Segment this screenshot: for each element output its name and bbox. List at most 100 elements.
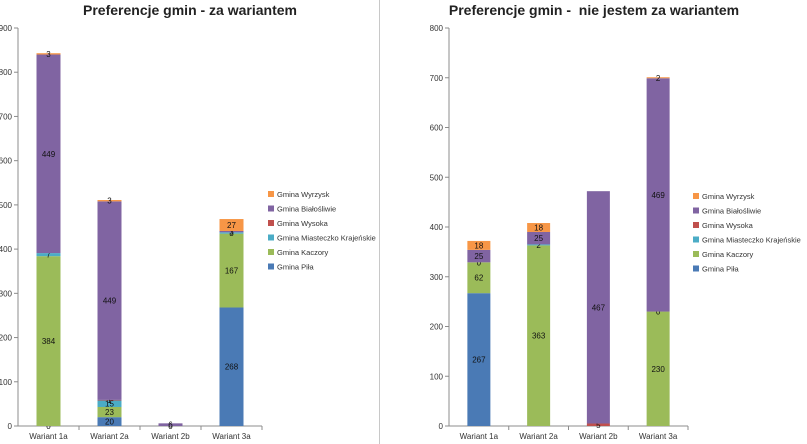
data-label: 23 [105, 408, 114, 417]
data-label: 0 [477, 258, 482, 267]
bar-segment [467, 249, 491, 263]
data-label: 5 [596, 421, 601, 430]
data-label: 0 [168, 422, 173, 431]
legend-swatch [268, 205, 274, 212]
y-tick-label: 700 [0, 112, 13, 121]
legend-swatch [693, 222, 699, 228]
legend-label: Gmina Kaczory [702, 250, 754, 259]
data-label: 25 [534, 234, 543, 243]
chart-title: Preferencje gmin - za wariantem [83, 2, 297, 18]
data-label: 267 [472, 356, 486, 365]
bar-segment [527, 245, 551, 426]
y-tick-label: 600 [0, 157, 13, 166]
y-tick-label: 500 [430, 173, 444, 182]
legend-swatch [693, 193, 699, 199]
bar-segment [97, 406, 122, 418]
y-tick-label: 800 [430, 24, 444, 33]
legend-swatch [693, 265, 699, 272]
y-tick-label: 300 [430, 273, 444, 282]
x-tick-label: Wariant 1a [460, 432, 499, 441]
legend-label: Gmina Miasteczko Krajeńskie [277, 234, 376, 243]
y-tick-label: 800 [0, 68, 13, 77]
bar-segment [586, 191, 610, 424]
legend-swatch [268, 249, 274, 255]
data-label: 469 [651, 191, 665, 200]
data-label: 2 [536, 241, 541, 250]
y-tick-label: 200 [0, 334, 13, 343]
data-label: 167 [225, 267, 239, 276]
bar-segment [586, 423, 610, 426]
y-tick-label: 0 [8, 422, 13, 431]
chart-nie-jestem-za-wariantem-plot: 0 100 200 300 400 500 600 700 800 Wariant 1a 267 62… [430, 24, 801, 441]
data-label: 27 [227, 221, 236, 230]
y-tick-label: 100 [430, 372, 444, 381]
y-tick-label: 300 [0, 289, 13, 298]
legend-swatch [268, 263, 274, 270]
legend-label: Gmina Kaczory [277, 248, 329, 257]
bar-segment [36, 54, 61, 254]
bar-segment [36, 253, 61, 257]
legend-swatch [268, 220, 274, 226]
data-label: 2 [656, 74, 661, 83]
y-tick-label: 600 [430, 124, 444, 133]
data-label: 20 [105, 418, 114, 427]
legend-swatch [693, 207, 699, 214]
data-label: 384 [42, 337, 56, 346]
bar-segment [527, 231, 551, 245]
legend-label: Gmina Wyrzysk [702, 192, 755, 201]
x-tick-label: Wariant 3a [639, 432, 678, 441]
legend-label: Gmina Piła [277, 263, 315, 272]
bar-segment [527, 244, 551, 246]
bar-segment [646, 78, 670, 312]
data-label: 363 [532, 332, 546, 341]
data-label: 0 [656, 308, 661, 317]
y-tick-label: 500 [0, 201, 13, 210]
data-label: 18 [474, 241, 483, 250]
x-tick-label: Wariant 1a [29, 432, 68, 441]
bar-segment [219, 307, 244, 426]
data-label: 1 [107, 396, 112, 405]
data-label: 3 [107, 197, 112, 206]
bar-segment [219, 233, 244, 308]
data-label: 3 [229, 228, 234, 237]
legend-label: Gmina Wysoka [702, 221, 754, 230]
bar-segment [97, 201, 122, 400]
data-label: 62 [474, 274, 483, 283]
y-tick-label: 100 [0, 378, 13, 387]
data-label: 449 [42, 150, 56, 159]
bar-segment [467, 240, 491, 250]
data-label: 7 [46, 251, 51, 260]
bar-segment [219, 219, 244, 231]
legend-label: Gmina Wysoka [277, 219, 329, 228]
panel-divider [379, 0, 380, 444]
bar-segment [646, 77, 670, 79]
x-tick-label: Wariant 2a [90, 432, 129, 441]
y-tick-label: 900 [0, 24, 13, 33]
legend-label: Gmina Miasteczko Krajeńskie [702, 236, 801, 245]
y-tick-label: 200 [430, 323, 444, 332]
data-label: 25 [474, 252, 483, 261]
bar-segment [646, 311, 670, 426]
bar-segment [97, 417, 122, 426]
data-label: 15 [105, 400, 114, 409]
data-label: 268 [225, 363, 239, 372]
data-label: 449 [103, 297, 117, 306]
data-label: 6 [168, 421, 173, 430]
y-tick-label: 400 [430, 223, 444, 232]
bar-segment [36, 256, 61, 426]
legend-swatch [693, 236, 699, 243]
data-label: 230 [651, 365, 665, 374]
data-label: 3 [46, 50, 51, 59]
bar-segment [467, 293, 491, 426]
x-tick-label: Wariant 2a [519, 432, 558, 441]
bar-segment [97, 400, 122, 407]
legend-label: Gmina Piła [702, 265, 740, 274]
x-tick-label: Wariant 3a [212, 432, 251, 441]
chart-title: Preferencje gmin - nie jestem za wariant… [448, 2, 740, 18]
chart-nie-jestem-za-wariantem: Preferencje gmin - nie jestem za wariant… [381, 0, 807, 444]
y-tick-label: 700 [430, 74, 444, 83]
data-label: 0 [46, 422, 51, 431]
chart-za-wariantem: Preferencje gmin - za wariantem 0 100 200 3… [0, 0, 380, 444]
x-tick-label: Wariant 2b [579, 432, 618, 441]
